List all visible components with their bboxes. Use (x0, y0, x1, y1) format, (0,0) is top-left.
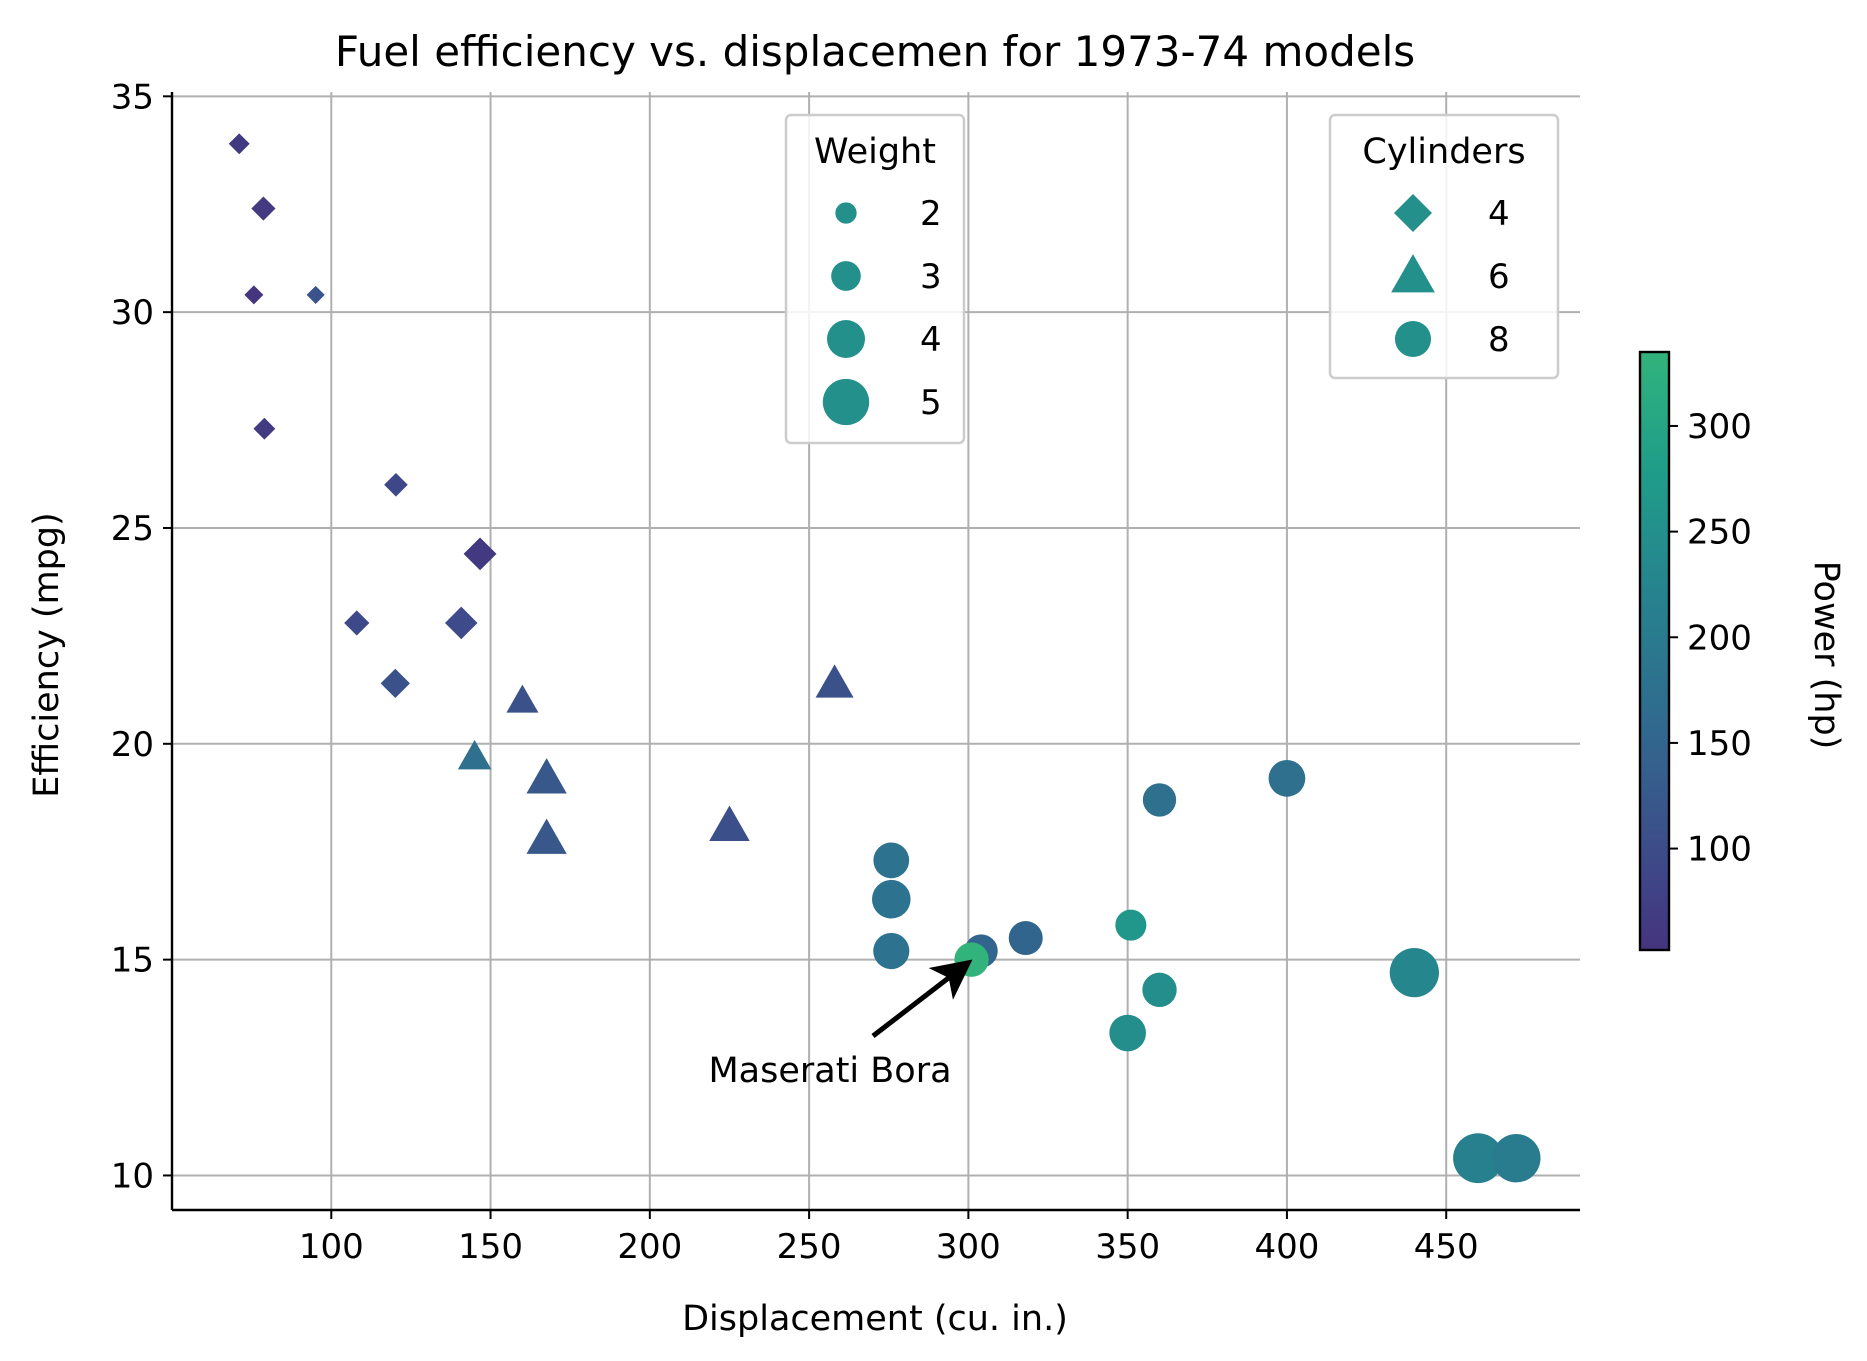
x-tick-label: 100 (299, 1227, 364, 1267)
data-point (1008, 921, 1043, 956)
annotation-layer: Maserati Bora (708, 959, 973, 1091)
x-tick-label: 300 (936, 1227, 1001, 1267)
weight-legend-box (784, 113, 966, 445)
x-tick-label: 400 (1254, 1227, 1319, 1267)
x-tick-label: 150 (458, 1227, 523, 1267)
cylinders-legend-marker (1394, 194, 1432, 232)
weight-legend-marker (831, 261, 861, 291)
colorbar-tick-label: 250 (1687, 513, 1752, 553)
colorbar-tick-label: 150 (1687, 724, 1752, 764)
annotation-arrow (871, 959, 973, 1038)
colorbar-tick-label: 200 (1687, 618, 1752, 658)
data-point (444, 606, 478, 640)
cylinders-legend-box (1328, 113, 1560, 380)
data-point (1492, 1133, 1541, 1183)
data-point (228, 133, 250, 155)
weight-legend-title: Weight (814, 132, 936, 172)
weight-legend-marker (822, 378, 870, 426)
y-tick-label: 20 (111, 725, 154, 765)
y-axis-title: Efficiency (mpg) (27, 512, 67, 798)
cylinders-legend-title: Cylinders (1362, 132, 1525, 172)
data-point (1389, 947, 1439, 998)
weight-legend-label: 2 (920, 194, 942, 234)
colorbar-title: Power (hp) (1806, 561, 1846, 750)
data-point (306, 285, 325, 304)
x-axis-title: Displacement (cu. in.) (682, 1299, 1068, 1339)
data-points (228, 133, 1541, 1184)
colorbar: 100 150 200 250 300 (1638, 350, 1752, 952)
y-tick-label: 25 (111, 509, 154, 549)
y-tick-label: 30 (111, 293, 154, 333)
data-point (526, 758, 567, 794)
data-point (251, 196, 276, 221)
x-tick-label: 350 (1095, 1227, 1160, 1267)
data-point (380, 668, 410, 699)
chart-title: Fuel efficiency vs. displacemen for 1973… (335, 27, 1415, 76)
legend-layer: Weight 2 3 4 5 Cylinders 4 6 8 (784, 113, 1560, 445)
x-tick-label: 200 (617, 1227, 682, 1267)
data-point (384, 472, 408, 497)
data-point (873, 842, 910, 879)
data-point (463, 537, 497, 571)
cylinders-legend-label: 6 (1488, 257, 1510, 297)
data-point (1115, 909, 1147, 941)
data-point (871, 879, 911, 919)
weight-legend-marker (827, 320, 865, 358)
data-point (526, 818, 567, 854)
colorbar-gradient (1638, 350, 1671, 952)
cylinders-legend-label: 4 (1488, 194, 1510, 234)
y-tick-label: 15 (111, 941, 154, 981)
data-point (815, 664, 854, 698)
data-point (506, 684, 539, 713)
weight-legend-label: 3 (920, 257, 942, 297)
data-point (457, 739, 492, 770)
cylinders-legend-marker (1394, 320, 1432, 358)
cylinders-legend-label: 8 (1488, 320, 1510, 360)
x-tick-label: 450 (1414, 1227, 1479, 1267)
x-tick-label: 250 (777, 1227, 842, 1267)
data-point (1142, 783, 1177, 817)
y-tick-label: 10 (111, 1156, 154, 1196)
weight-legend-label: 5 (920, 383, 942, 423)
weight-legend-marker (835, 202, 857, 224)
data-point (709, 805, 750, 842)
data-point (344, 610, 370, 636)
weight-legend-label: 4 (920, 320, 942, 360)
data-point (1268, 759, 1306, 797)
annotation-label: Maserati Bora (708, 1051, 951, 1091)
y-tick-label: 35 (111, 77, 154, 117)
data-point (244, 285, 264, 305)
cylinders-legend-marker (1391, 254, 1435, 293)
colorbar-tick-label: 100 (1687, 830, 1752, 870)
data-point (253, 417, 276, 440)
data-point (1142, 972, 1177, 1008)
data-point (873, 932, 910, 970)
data-point (1109, 1014, 1146, 1052)
data-point (1453, 1133, 1504, 1184)
colorbar-tick-label: 300 (1687, 407, 1752, 447)
